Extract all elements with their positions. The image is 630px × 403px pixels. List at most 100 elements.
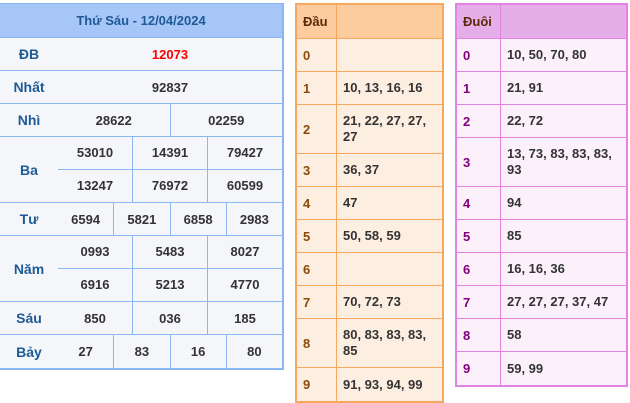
duoi-row-3: 3 13, 73, 83, 83, 83, 93 <box>457 138 626 187</box>
dau-digit: 4 <box>297 187 337 219</box>
prize-number: 6858 <box>169 203 226 235</box>
prize-number: 60599 <box>207 169 282 202</box>
duoi-values: 16, 16, 36 <box>507 261 565 276</box>
prize-number: 2983 <box>225 203 282 235</box>
prize-numbers: 27 83 16 80 <box>58 335 282 368</box>
dau-row-0: 0 <box>297 39 442 72</box>
prize-label: Ba <box>20 161 38 178</box>
prize-subrow: 0993 5483 8027 <box>58 236 282 269</box>
duoi-row-0: 0 10, 50, 70, 80 <box>457 39 626 72</box>
duoi-header: Đuôi <box>457 5 501 38</box>
dau-digit: 2 <box>297 105 337 153</box>
prize-numbers: 53010 14391 79427 13247 76972 60599 <box>58 137 282 202</box>
duoi-table: Đuôi 0 10, 50, 70, 80 1 21, 91 2 22, 72 3 13, 7… <box>455 3 628 387</box>
dau-row-2: 2 21, 22, 27, 27, 27 <box>297 105 442 154</box>
duoi-header-row: Đuôi <box>457 5 626 39</box>
lottery-results-table: Thứ Sáu - 12/04/2024 ĐB 12073 Nhất 92837 Nhì… <box>0 3 284 370</box>
prize-number: 76972 <box>132 169 207 202</box>
duoi-digit: 4 <box>457 187 501 219</box>
dau-table: Đầu 0 1 10, 13, 16, 16 2 21, 22, 27, 27, 27 3… <box>295 3 444 403</box>
prize-number: 02259 <box>169 104 283 136</box>
duoi-row-5: 5 85 <box>457 220 626 253</box>
prize-number: 13247 <box>76 178 114 194</box>
prize-number: 036 <box>132 302 207 334</box>
dau-digit: 8 <box>297 319 337 367</box>
duoi-digit: 9 <box>457 352 501 385</box>
prize-number: 28622 <box>95 112 132 128</box>
prize-number: 185 <box>207 302 282 334</box>
duoi-values: 59, 99 <box>507 360 544 376</box>
prize-numbers: 92837 <box>58 71 282 103</box>
dau-digit: 6 <box>297 253 337 285</box>
dau-values: 21, 22, 27, 27, 27 <box>343 113 427 144</box>
prize-subrow: 850 036 185 <box>58 302 282 334</box>
prize-row-3: Ba 53010 14391 79427 13247 76972 60599 <box>0 137 282 203</box>
duoi-digit: 1 <box>457 72 501 104</box>
prize-number: 14391 <box>132 137 207 169</box>
prize-numbers: 12073 <box>58 38 282 70</box>
duoi-digit: 2 <box>457 105 501 137</box>
dau-digit: 0 <box>297 39 337 71</box>
prize-number: 80 <box>225 335 282 368</box>
duoi-values: 94 <box>507 195 522 210</box>
duoi-digit: 7 <box>457 286 501 318</box>
prize-number: 5213 <box>132 268 207 301</box>
duoi-digit: 5 <box>457 220 501 252</box>
prize-number: 4770 <box>207 268 282 301</box>
dau-digit: 7 <box>297 286 337 318</box>
duoi-values: 13, 73, 83, 83, 83, 93 <box>507 146 612 177</box>
dau-values: 10, 13, 16, 16 <box>343 80 423 95</box>
dau-row-7: 7 70, 72, 73 <box>297 286 442 319</box>
duoi-digit: 6 <box>457 253 501 285</box>
dau-header-row: Đầu <box>297 5 442 39</box>
prize-number: 16 <box>169 335 226 368</box>
duoi-row-9: 9 59, 99 <box>457 352 626 385</box>
prize-number: 83 <box>113 335 169 368</box>
duoi-digit: 3 <box>457 138 501 186</box>
duoi-row-8: 8 58 <box>457 319 626 352</box>
prize-number: 92837 <box>151 79 189 95</box>
prize-number: 6594 <box>71 211 101 227</box>
duoi-row-4: 4 94 <box>457 187 626 220</box>
prize-numbers: 6594 5821 6858 2983 <box>58 203 282 235</box>
prize-subrow: 12073 <box>58 38 282 70</box>
prize-label: Sáu <box>16 310 42 326</box>
dau-header-empty <box>337 5 442 38</box>
prize-subrow: 6594 5821 6858 2983 <box>58 203 282 235</box>
dau-values: 50, 58, 59 <box>343 228 401 243</box>
dau-row-6: 6 <box>297 253 442 286</box>
dau-values: 70, 72, 73 <box>343 294 401 309</box>
dau-digit: 9 <box>297 368 337 401</box>
prize-label: Nhì <box>17 112 41 128</box>
prize-numbers: 850 036 185 <box>58 302 282 334</box>
dau-digit: 5 <box>297 220 337 252</box>
duoi-digit: 0 <box>457 39 501 71</box>
dau-header: Đầu <box>297 5 337 38</box>
prize-number: 8027 <box>207 236 282 268</box>
dau-row-5: 5 50, 58, 59 <box>297 220 442 253</box>
prize-number: 12073 <box>151 46 189 62</box>
prize-number: 6916 <box>80 277 110 293</box>
prize-label: Bảy <box>16 343 42 360</box>
dau-values: 36, 37 <box>343 162 380 177</box>
results-date-header: Thứ Sáu - 12/04/2024 <box>0 4 282 38</box>
dau-row-3: 3 36, 37 <box>297 154 442 187</box>
dau-values: 91, 93, 94, 99 <box>343 376 423 392</box>
prize-subrow: 28622 02259 <box>58 104 282 136</box>
prize-number: 0993 <box>80 244 110 260</box>
duoi-header-empty <box>501 5 626 38</box>
prize-row-2: Nhì 28622 02259 <box>0 104 282 137</box>
duoi-values: 22, 72 <box>507 113 544 128</box>
duoi-values: 58 <box>507 327 522 342</box>
dau-values: 80, 83, 83, 83, 85 <box>343 327 427 358</box>
prize-numbers: 0993 5483 8027 6916 5213 4770 <box>58 236 282 301</box>
prize-subrow: 53010 14391 79427 <box>58 137 282 170</box>
prize-row-5: Năm 0993 5483 8027 6916 5213 4770 <box>0 236 282 302</box>
prize-label: Nhất <box>13 79 45 95</box>
dau-values: 47 <box>343 195 358 210</box>
prize-number: 5483 <box>132 236 207 268</box>
duoi-digit: 8 <box>457 319 501 351</box>
prize-number: 53010 <box>76 145 114 161</box>
dau-row-1: 1 10, 13, 16, 16 <box>297 72 442 105</box>
prize-row-7: Bảy 27 83 16 80 <box>0 335 282 368</box>
